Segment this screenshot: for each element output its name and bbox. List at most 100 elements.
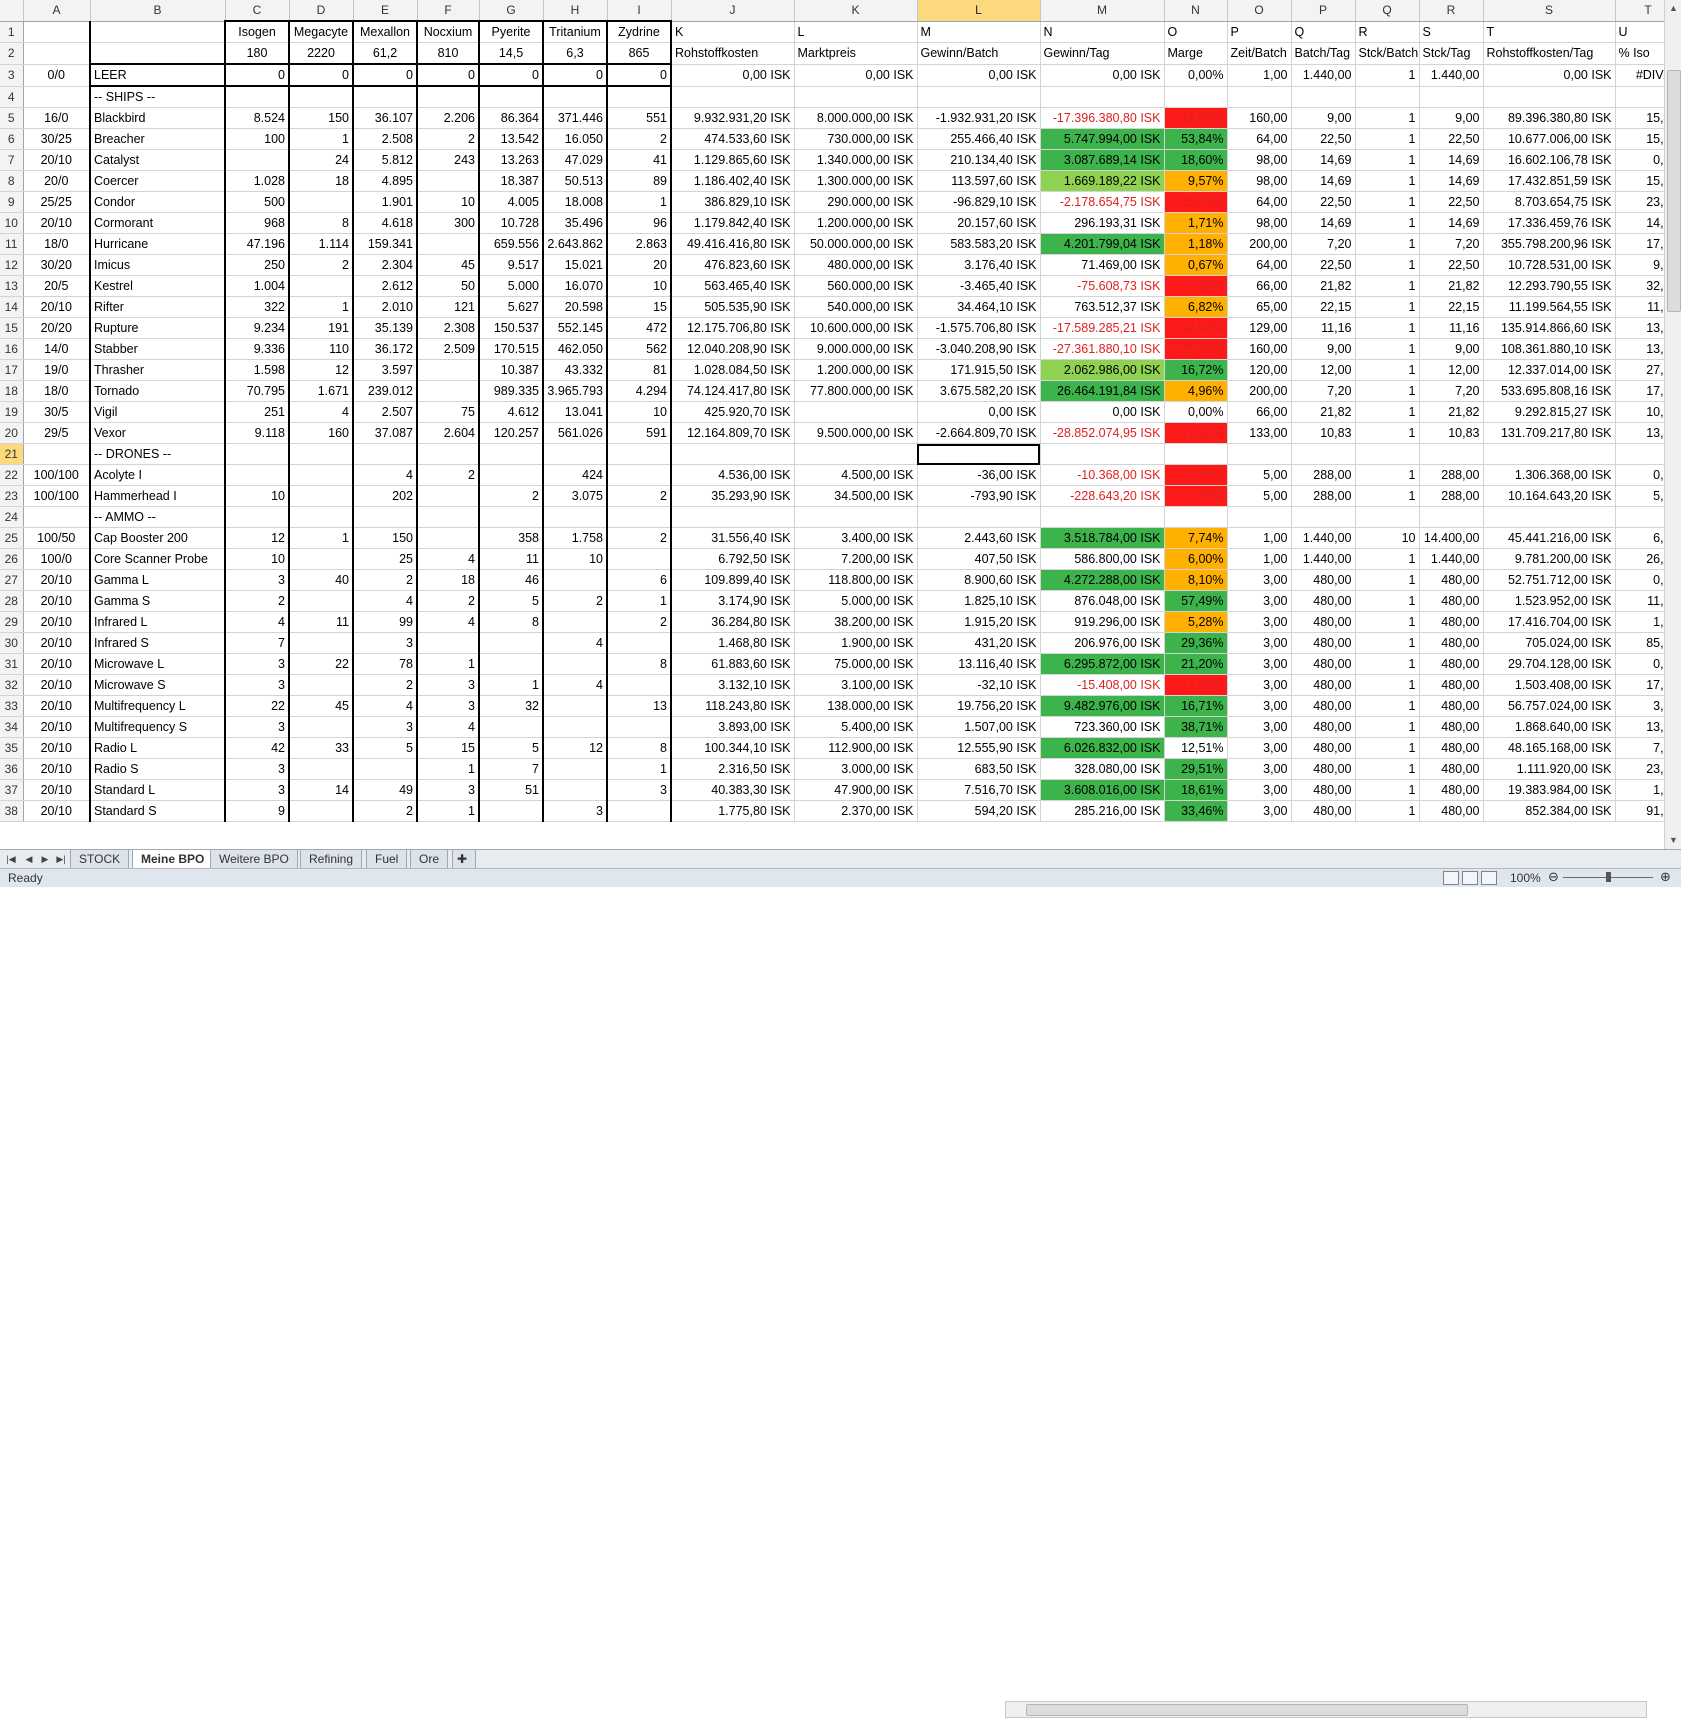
cell-b37[interactable]: Standard L	[89, 779, 226, 801]
normal-view-icon[interactable]	[1443, 871, 1459, 885]
cell-h36[interactable]	[542, 758, 608, 780]
cell-e22[interactable]: 4	[352, 464, 418, 486]
cell-s6[interactable]: 10.677.006,00 ISK	[1483, 128, 1616, 150]
cell-a22[interactable]: 100/100	[23, 464, 91, 486]
cell-i21[interactable]	[606, 443, 672, 465]
cell-b10[interactable]: Cormorant	[89, 212, 226, 234]
cell-k34[interactable]: 5.400,00 ISK	[794, 716, 918, 738]
cell-s9[interactable]: 8.703.654,75 ISK	[1483, 191, 1616, 213]
row-header-28[interactable]: 28	[0, 590, 24, 612]
select-all-corner[interactable]	[0, 0, 24, 22]
cell-a20[interactable]: 29/5	[23, 422, 91, 444]
cell-i6[interactable]: 2	[606, 128, 672, 150]
zoom-slider-knob[interactable]	[1606, 872, 1611, 882]
first-sheet-icon[interactable]: |◀	[6, 854, 16, 864]
cell-f1[interactable]: Nocxium	[416, 20, 480, 43]
cell-p25[interactable]: 1.440,00	[1291, 527, 1356, 549]
cell-j22[interactable]: 4.536,00 ISK	[671, 464, 795, 486]
cell-f33[interactable]: 3	[416, 695, 480, 717]
cell-p31[interactable]: 480,00	[1291, 653, 1356, 675]
cell-d31[interactable]: 22	[288, 653, 354, 675]
cell-s14[interactable]: 11.199.564,55 ISK	[1483, 296, 1616, 318]
cell-c15[interactable]: 9.234	[224, 317, 290, 339]
cell-c14[interactable]: 322	[224, 296, 290, 318]
cell-c24[interactable]	[224, 506, 290, 528]
cell-f16[interactable]: 2.509	[416, 338, 480, 360]
cell-g9[interactable]: 4.005	[478, 191, 544, 213]
cell-l26[interactable]: 407,50 ISK	[917, 548, 1041, 570]
cell-r14[interactable]: 22,15	[1419, 296, 1484, 318]
cell-n6[interactable]: 53,84%	[1164, 128, 1228, 150]
cell-a33[interactable]: 20/10	[23, 695, 91, 717]
row-header-16[interactable]: 16	[0, 338, 24, 360]
cell-l16[interactable]: -3.040.208,90 ISK	[917, 338, 1041, 360]
cell-o12[interactable]: 64,00	[1227, 254, 1292, 276]
cell-k37[interactable]: 47.900,00 ISK	[794, 779, 918, 801]
cell-s29[interactable]: 17.416.704,00 ISK	[1483, 611, 1616, 633]
cell-h4[interactable]	[542, 86, 608, 108]
cell-r16[interactable]: 9,00	[1419, 338, 1484, 360]
cell-l15[interactable]: -1.575.706,80 ISK	[917, 317, 1041, 339]
cell-o26[interactable]: 1,00	[1227, 548, 1292, 570]
scroll-up-icon[interactable]: ▲	[1669, 3, 1678, 13]
cell-k16[interactable]: 9.000.000,00 ISK	[794, 338, 918, 360]
cell-a14[interactable]: 20/10	[23, 296, 91, 318]
cell-i16[interactable]: 562	[606, 338, 672, 360]
cell-e13[interactable]: 2.612	[352, 275, 418, 297]
cell-e30[interactable]: 3	[352, 632, 418, 654]
cell-n2[interactable]: Marge	[1164, 42, 1228, 65]
cell-b21[interactable]: -- DRONES --	[89, 443, 226, 465]
cell-q26[interactable]: 1	[1355, 548, 1420, 570]
cell-j23[interactable]: 35.293,90 ISK	[671, 485, 795, 507]
cell-b38[interactable]: Standard S	[89, 800, 226, 822]
cell-a19[interactable]: 30/5	[23, 401, 91, 423]
cell-i31[interactable]: 8	[606, 653, 672, 675]
cell-i8[interactable]: 89	[606, 170, 672, 192]
cell-m3[interactable]: 0,00 ISK	[1040, 64, 1165, 87]
cell-s15[interactable]: 135.914.866,60 ISK	[1483, 317, 1616, 339]
cell-a18[interactable]: 18/0	[23, 380, 91, 402]
cell-p12[interactable]: 22,50	[1291, 254, 1356, 276]
cell-e24[interactable]	[352, 506, 418, 528]
cell-l32[interactable]: -32,10 ISK	[917, 674, 1041, 696]
cell-c21[interactable]	[224, 443, 290, 465]
cell-e28[interactable]: 4	[352, 590, 418, 612]
row-header-12[interactable]: 12	[0, 254, 24, 276]
cell-l9[interactable]: -96.829,10 ISK	[917, 191, 1041, 213]
cell-p10[interactable]: 14,69	[1291, 212, 1356, 234]
cell-i3[interactable]: 0	[606, 63, 672, 87]
cell-o37[interactable]: 3,00	[1227, 779, 1292, 801]
cell-a35[interactable]: 20/10	[23, 737, 91, 759]
cell-g18[interactable]: 989.335	[478, 380, 544, 402]
cell-f14[interactable]: 121	[416, 296, 480, 318]
cell-l13[interactable]: -3.465,40 ISK	[917, 275, 1041, 297]
cell-s25[interactable]: 45.441.216,00 ISK	[1483, 527, 1616, 549]
row-header-22[interactable]: 22	[0, 464, 24, 486]
cell-n34[interactable]: 38,71%	[1164, 716, 1228, 738]
cell-d17[interactable]: 12	[288, 359, 354, 381]
cell-o1[interactable]: P	[1227, 21, 1292, 43]
cell-o7[interactable]: 98,00	[1227, 149, 1292, 171]
cell-c32[interactable]: 3	[224, 674, 290, 696]
column-header-f[interactable]: F	[417, 0, 480, 22]
cell-e31[interactable]: 78	[352, 653, 418, 675]
cell-b18[interactable]: Tornado	[89, 380, 226, 402]
cell-c19[interactable]: 251	[224, 401, 290, 423]
cell-r19[interactable]: 21,82	[1419, 401, 1484, 423]
cell-s20[interactable]: 131.709.217,80 ISK	[1483, 422, 1616, 444]
cell-m21[interactable]	[1040, 443, 1165, 465]
cell-e2[interactable]: 61,2	[352, 42, 418, 65]
column-header-q[interactable]: Q	[1355, 0, 1420, 22]
cell-c16[interactable]: 9.336	[224, 338, 290, 360]
cell-m17[interactable]: 2.062.986,00 ISK	[1040, 359, 1165, 381]
cell-b4[interactable]: -- SHIPS --	[89, 86, 226, 108]
cell-n35[interactable]: 12,51%	[1164, 737, 1228, 759]
cell-o25[interactable]: 1,00	[1227, 527, 1292, 549]
cell-f12[interactable]: 45	[416, 254, 480, 276]
cell-d4[interactable]	[288, 86, 354, 108]
cell-l30[interactable]: 431,20 ISK	[917, 632, 1041, 654]
cell-p35[interactable]: 480,00	[1291, 737, 1356, 759]
row-header-33[interactable]: 33	[0, 695, 24, 717]
cell-p32[interactable]: 480,00	[1291, 674, 1356, 696]
cell-h31[interactable]	[542, 653, 608, 675]
